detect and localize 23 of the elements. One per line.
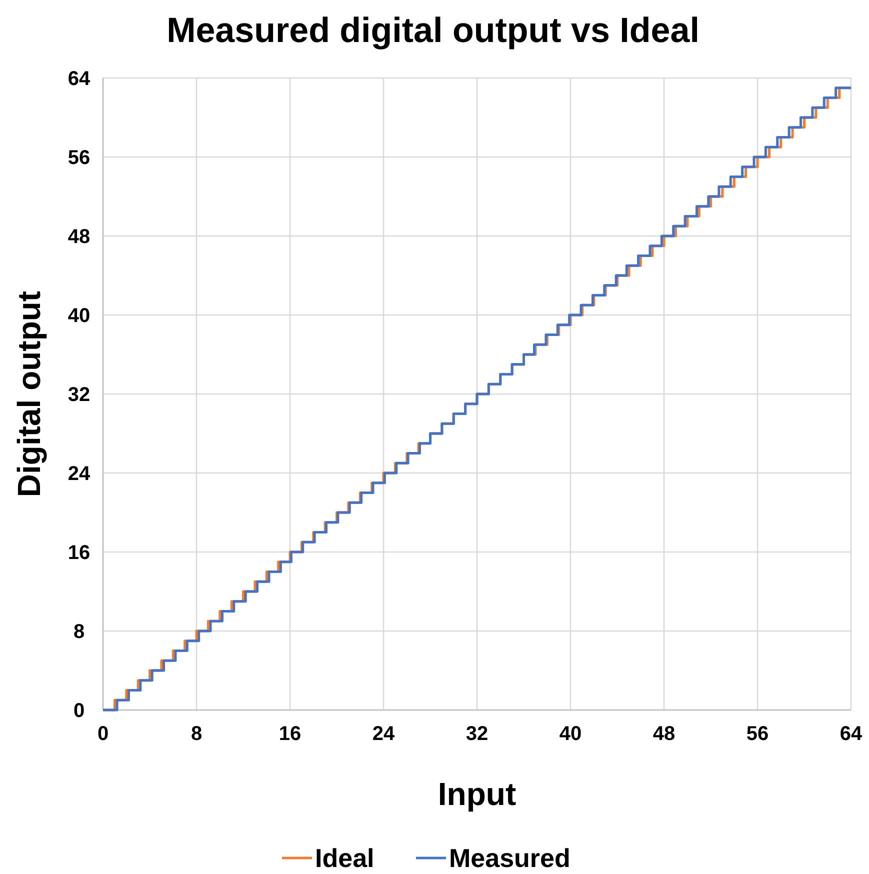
y-tick-label: 8: [73, 621, 85, 643]
x-tick-label: 56: [746, 723, 769, 745]
x-tick-label: 8: [190, 723, 202, 745]
x-tick-label: 48: [652, 723, 676, 745]
y-tick-label: 40: [68, 305, 90, 327]
y-tick-label: 0: [73, 700, 85, 722]
x-tick-label: 16: [278, 723, 302, 745]
y-tick-label: 24: [68, 463, 91, 485]
x-axis-title: Input: [438, 776, 516, 812]
legend-label: Measured: [449, 843, 570, 873]
y-tick-label: 32: [68, 384, 90, 406]
y-tick-label: 56: [68, 147, 90, 169]
x-tick-label: 0: [97, 723, 109, 745]
x-tick-label: 32: [466, 723, 488, 745]
x-tick-label: 24: [372, 723, 396, 745]
y-tick-label: 16: [68, 542, 90, 564]
y-tick-label: 64: [68, 68, 91, 90]
y-tick-label: 48: [68, 226, 90, 248]
legend-label: Ideal: [315, 843, 374, 873]
x-tick-label: 64: [840, 723, 863, 745]
y-axis-title: Digital output: [11, 290, 47, 498]
x-tick-label: 40: [559, 723, 582, 745]
chart-title: Measured digital output vs Ideal: [166, 11, 700, 50]
